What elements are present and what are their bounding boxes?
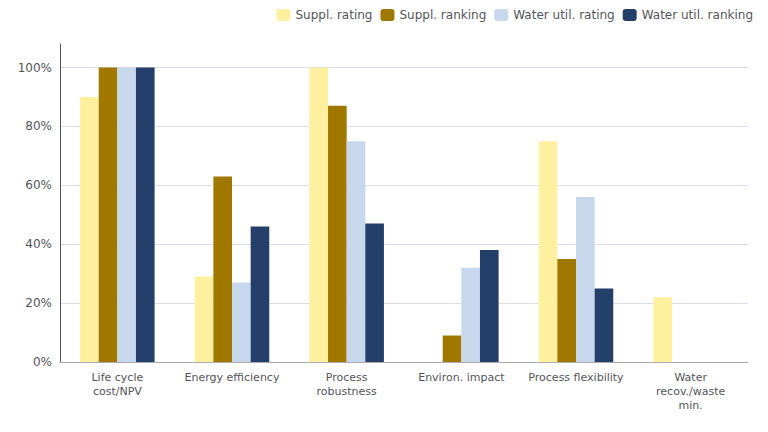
svg-text:Water util. ranking: Water util. ranking [642, 8, 753, 22]
svg-text:Suppl. rating: Suppl. rating [295, 8, 372, 22]
svg-text:robustness: robustness [317, 385, 377, 398]
svg-text:Suppl. ranking: Suppl. ranking [399, 8, 486, 22]
svg-text:Process flexibility: Process flexibility [528, 371, 624, 384]
svg-text:40%: 40% [25, 237, 52, 251]
svg-text:Environ. impact: Environ. impact [418, 371, 505, 384]
svg-text:Water util. rating: Water util. rating [513, 8, 614, 22]
svg-text:60%: 60% [25, 178, 52, 192]
svg-text:Process: Process [326, 371, 368, 384]
svg-text:80%: 80% [25, 119, 52, 133]
svg-text:Energy efficiency: Energy efficiency [185, 371, 280, 384]
svg-text:cost/NPV: cost/NPV [93, 385, 142, 398]
svg-text:100%: 100% [18, 61, 52, 75]
svg-text:Water: Water [674, 371, 707, 384]
svg-text:0%: 0% [33, 355, 52, 369]
svg-text:min.: min. [679, 399, 703, 412]
svg-text:Life cycle: Life cycle [91, 371, 143, 384]
svg-text:20%: 20% [25, 296, 52, 310]
svg-text:recov./waste: recov./waste [656, 385, 725, 398]
